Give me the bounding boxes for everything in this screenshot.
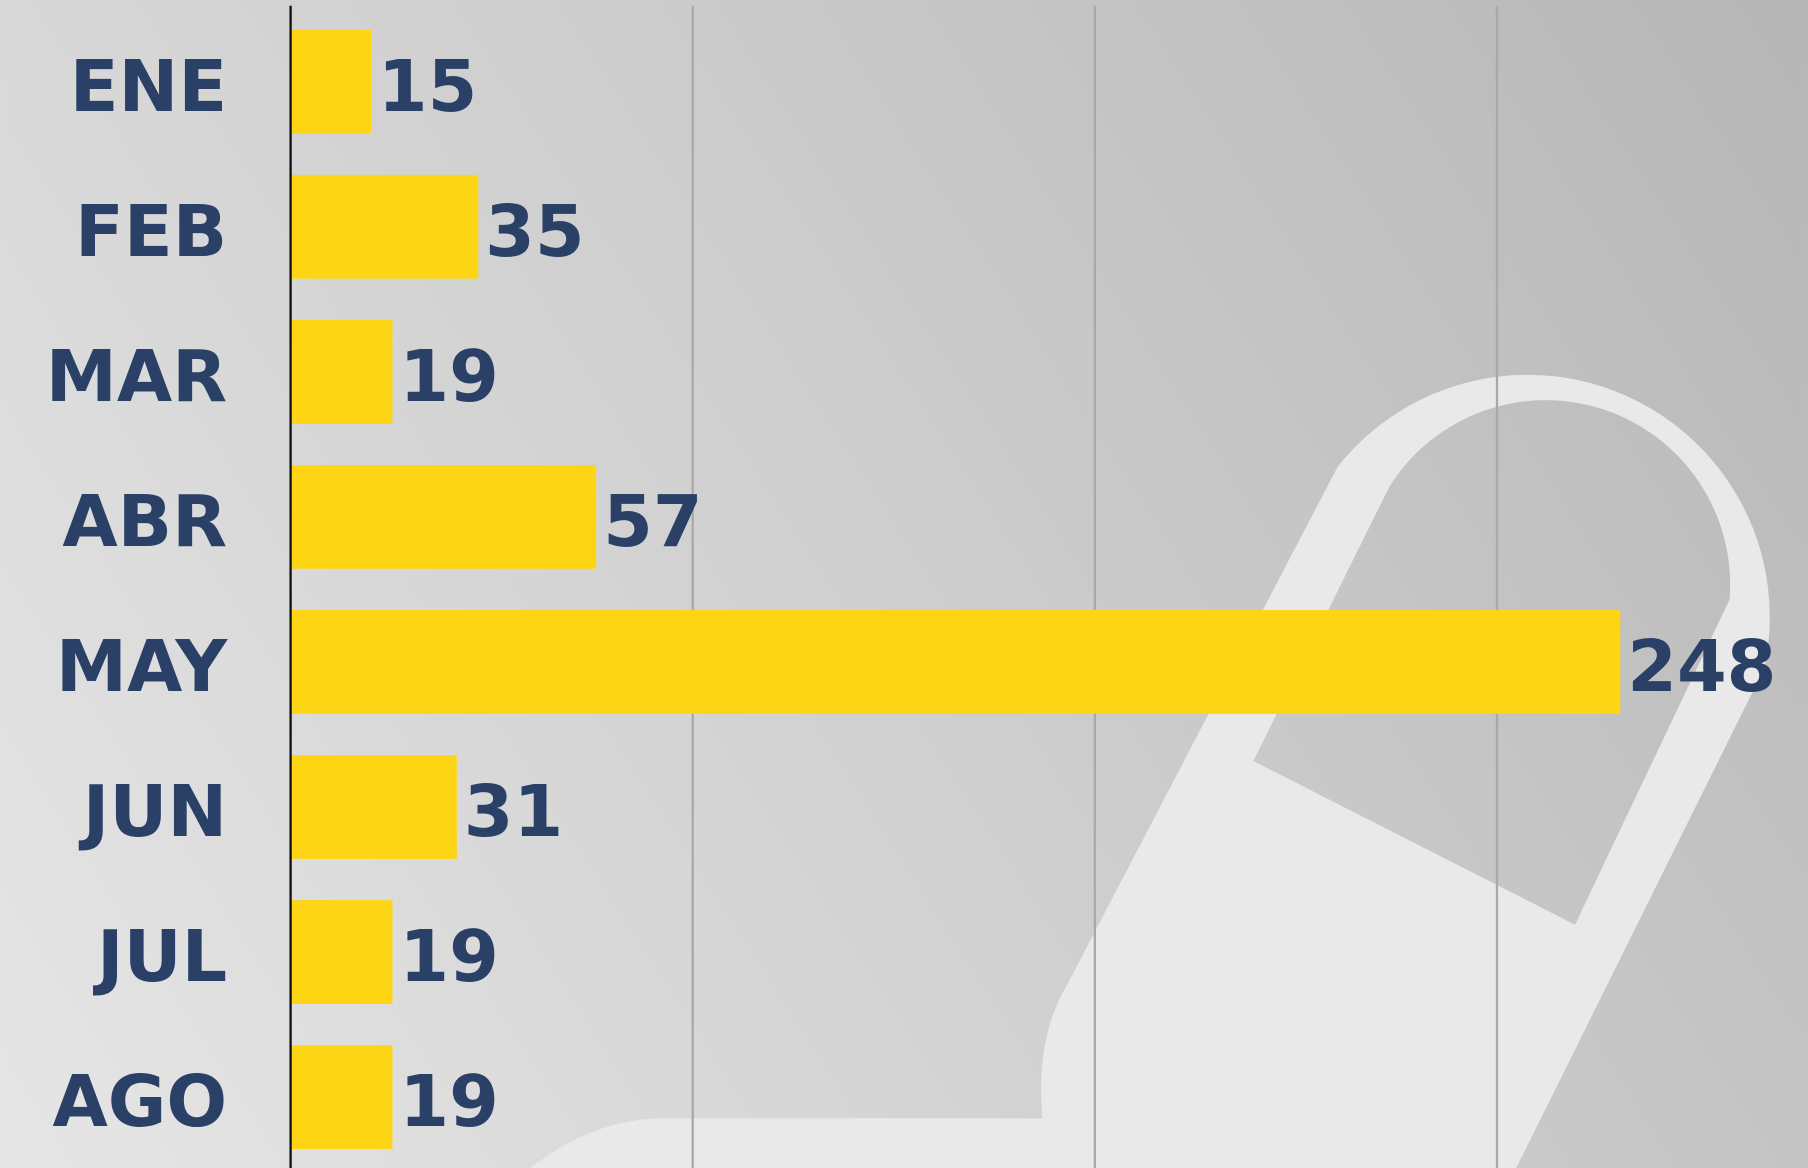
bar — [290, 1045, 393, 1149]
bar — [290, 29, 372, 134]
y-tick-label: MAY — [56, 625, 229, 708]
bar — [290, 900, 393, 1004]
y-tick-label: JUN — [78, 770, 227, 853]
y-tick-label: AGO — [52, 1060, 227, 1143]
bar — [290, 755, 457, 859]
bar — [290, 610, 1621, 714]
y-tick-label: MAR — [46, 335, 227, 418]
bar — [290, 465, 597, 569]
grid — [691, 5, 1499, 1168]
y-tick-label: JUL — [92, 915, 227, 998]
value-label: 19 — [399, 335, 498, 418]
value-label: 19 — [399, 1060, 498, 1143]
y-tick-label: ENE — [70, 45, 227, 128]
bars: ENE 15 FEB 35 MAR 19 ABR 57 MAY 248 JUN 31 JUL 19 AGO 1… — [46, 29, 1776, 1149]
value-label: 15 — [378, 45, 477, 128]
value-label: 57 — [603, 480, 702, 563]
bar — [290, 319, 393, 424]
value-label: 19 — [399, 915, 498, 998]
bar — [290, 174, 479, 279]
value-label: 31 — [464, 770, 563, 853]
y-tick-label: ABR — [62, 480, 227, 563]
y-tick-label: FEB — [75, 190, 227, 273]
value-label: 248 — [1627, 625, 1776, 708]
value-label: 35 — [485, 190, 584, 273]
